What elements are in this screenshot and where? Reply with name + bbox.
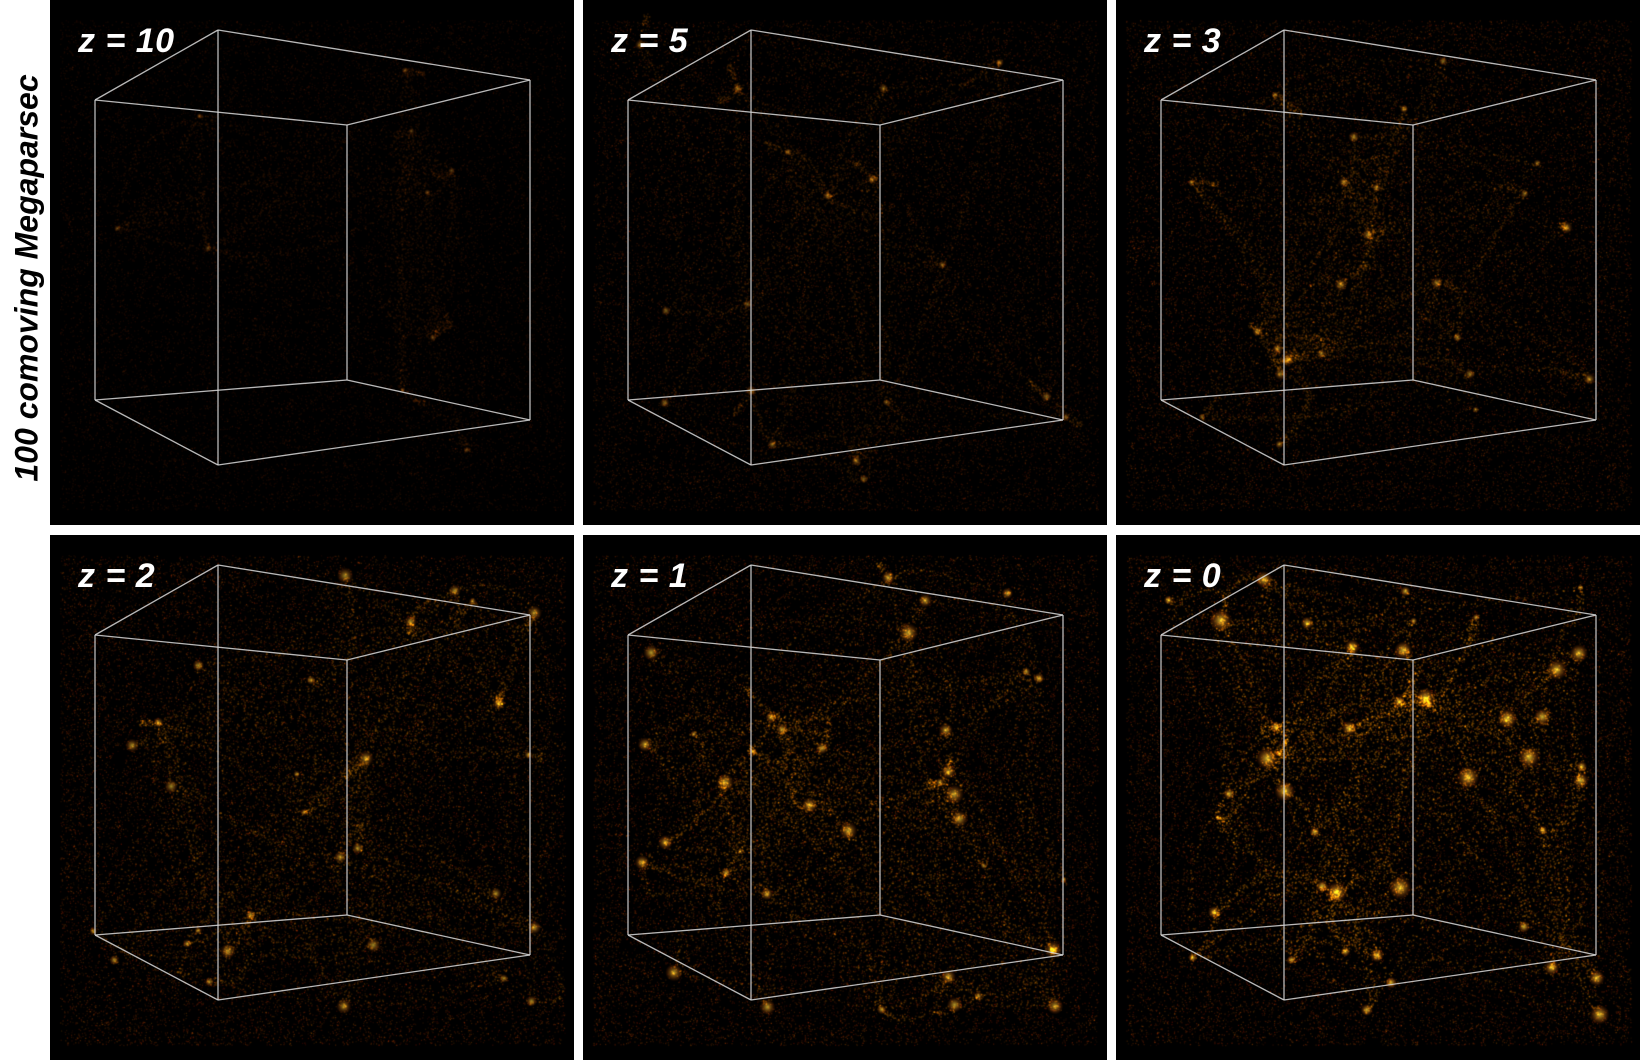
density-field <box>50 0 574 525</box>
panel-z5: z = 5 <box>583 0 1107 525</box>
cube-edge <box>217 954 531 1001</box>
density-field <box>583 0 1107 525</box>
cube-edge <box>217 419 531 466</box>
cube-edge <box>1412 914 1597 956</box>
cube-edge <box>1160 379 1414 401</box>
cube-edge <box>1283 419 1597 466</box>
cube-edge <box>627 934 752 1001</box>
panel-label: z = 3 <box>1144 22 1222 60</box>
cube-edge <box>217 564 531 616</box>
cube-outline <box>94 564 531 1001</box>
density-field <box>1116 0 1640 525</box>
cube-edge <box>1160 99 1414 126</box>
cube-edge <box>627 29 752 101</box>
cube-edge <box>346 614 531 661</box>
cube-edge <box>627 99 881 126</box>
panel-z2: z = 2 <box>50 535 574 1060</box>
cube-edge <box>879 914 1064 956</box>
panel-z3: z = 3 <box>1116 0 1640 525</box>
cube-outline <box>1160 29 1597 466</box>
cube-edge <box>94 564 219 636</box>
cube-edge <box>627 379 881 401</box>
cube-edge <box>627 634 881 661</box>
cube-edge <box>1160 634 1414 661</box>
cube-edge <box>879 79 1064 126</box>
panel-label: z = 0 <box>1144 557 1222 595</box>
cube-edge <box>346 79 531 126</box>
cube-edge <box>750 29 1064 81</box>
cube-outline <box>627 29 1064 466</box>
cube-edge <box>94 29 219 101</box>
cube-edge <box>1160 29 1285 101</box>
cube-edge <box>750 419 1064 466</box>
cube-edge <box>627 399 752 466</box>
density-field <box>1116 535 1640 1060</box>
panel-z10: z = 10 <box>50 0 574 525</box>
cube-edge <box>94 379 348 401</box>
cube-edge <box>627 564 752 636</box>
cube-edge <box>1412 79 1597 126</box>
cube-edge <box>94 399 219 466</box>
cube-edge <box>879 379 1064 421</box>
cube-outline <box>627 564 1064 1001</box>
cube-outline <box>94 29 531 466</box>
density-field <box>50 535 574 1060</box>
panel-label: z = 10 <box>78 22 175 60</box>
cube-edge <box>1412 379 1597 421</box>
cube-edge <box>1412 614 1597 661</box>
cube-edge <box>750 564 1064 616</box>
cube-outline <box>1160 564 1597 1001</box>
cube-edge <box>1160 934 1285 1001</box>
cube-edge <box>1160 564 1285 636</box>
cube-edge <box>1283 954 1597 1001</box>
density-field <box>583 535 1107 1060</box>
cube-edge <box>750 954 1064 1001</box>
cube-edge <box>1160 914 1414 936</box>
cube-edge <box>879 614 1064 661</box>
cube-edge <box>346 914 531 956</box>
panel-label: z = 2 <box>78 557 156 595</box>
panel-z1: z = 1 <box>583 535 1107 1060</box>
cube-edge <box>346 379 531 421</box>
cube-edge <box>1160 399 1285 466</box>
cube-edge <box>94 99 348 126</box>
cube-edge <box>94 934 219 1001</box>
panel-z0: z = 0 <box>1116 535 1640 1060</box>
cube-edge <box>627 914 881 936</box>
cube-edge <box>94 914 348 936</box>
cube-edge <box>217 29 531 81</box>
panel-label: z = 5 <box>611 22 689 60</box>
cube-edge <box>1283 564 1597 616</box>
cube-edge <box>94 634 348 661</box>
panel-label: z = 1 <box>611 557 689 595</box>
cube-edge <box>1283 29 1597 81</box>
